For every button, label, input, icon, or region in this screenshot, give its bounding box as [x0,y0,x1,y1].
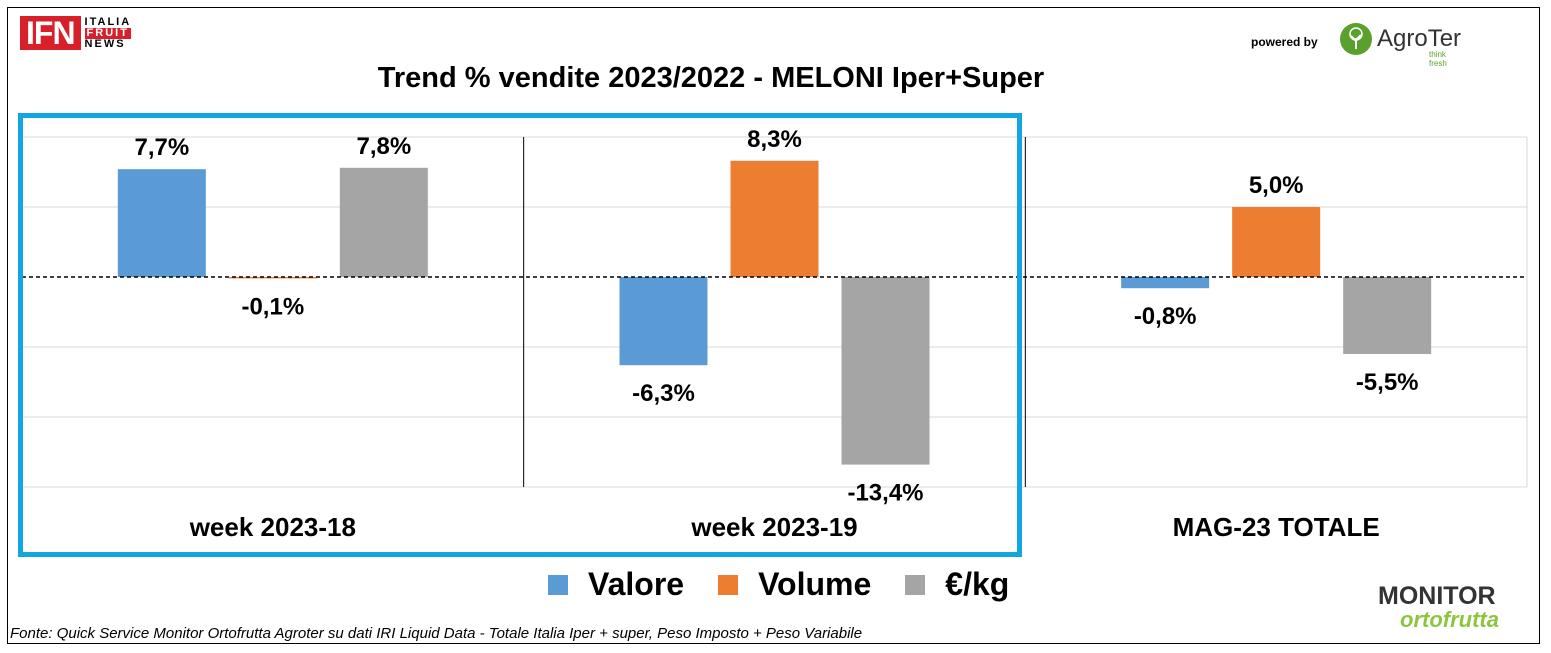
legend-item-valore: Valore [548,566,684,603]
ifn-logo-word-2: FRUIT [84,27,132,39]
category-label-mag-23: MAG-23 TOTALE [1172,512,1380,542]
data-label-volume-0: -0,1% [241,293,304,320]
ifn-logo-mark: IFN [20,16,81,50]
bar-valore-1 [619,277,708,366]
category-label-week-18: week 2023-18 [189,512,356,542]
legend-swatch-volume [718,574,739,595]
data-label-valore-0: 7,7% [134,134,189,161]
category-label-week-19: week 2023-19 [691,512,858,542]
data-label-volume-2: 5,0% [1249,172,1304,199]
legend-swatch-valore [548,574,568,595]
legend-label-eurkg: €/kg [945,566,1010,602]
bar-eurkg-0 [339,167,428,277]
legend-item-eurkg: €/kg [905,566,1009,603]
chart-legend: Valore Volume €/kg [548,566,1043,603]
bar-volume-2 [1232,207,1321,277]
legend-label-volume: Volume [758,566,872,602]
legend-swatch-eurkg [905,574,926,595]
ifn-logo-word-3: NEWS [84,37,126,50]
ifn-logo-words: ITALIA FRUIT NEWS [84,15,132,50]
highlight-box [18,113,1022,557]
bar-valore-0 [117,169,206,277]
data-label-eurkg-1: -13,4% [847,480,923,507]
legend-label-valore: Valore [588,566,685,602]
data-label-valore-1: -6,3% [632,380,695,407]
data-label-eurkg-0: 7,8% [356,133,411,160]
bar-eurkg-1 [841,277,930,465]
monitor-ortofrutta-logo: MONITOR ortofrutta [1378,584,1499,632]
bar-volume-1 [730,160,819,277]
legend-item-volume: Volume [718,566,871,603]
tree-icon [1340,23,1372,55]
agroter-name: AgroTer [1377,25,1462,52]
monitor-logo-line-1: MONITOR [1378,582,1496,610]
powered-by-label: powered by [1251,35,1318,49]
bar-valore-2 [1121,277,1210,289]
data-label-valore-2: -0,8% [1134,303,1197,330]
source-note: Fonte: Quick Service Monitor Ortofrutta … [10,625,863,642]
chart-title: Trend % vendite 2023/2022 - MELONI Iper+… [377,62,1045,94]
bar-volume-0 [228,277,317,279]
agroter-logo: AgroTer think fresh [1339,22,1462,68]
data-label-eurkg-2: -5,5% [1356,369,1419,396]
ifn-logo-word-1: ITALIA [84,15,132,28]
ifn-logo: IFN ITALIA FRUIT NEWS [20,15,132,50]
agroter-tagline: think fresh [1429,50,1447,68]
chart-frame [7,7,1540,644]
monitor-logo-line-2: ortofrutta [1400,607,1499,632]
data-label-volume-1: 8,3% [747,126,802,153]
bar-eurkg-2 [1343,277,1432,354]
